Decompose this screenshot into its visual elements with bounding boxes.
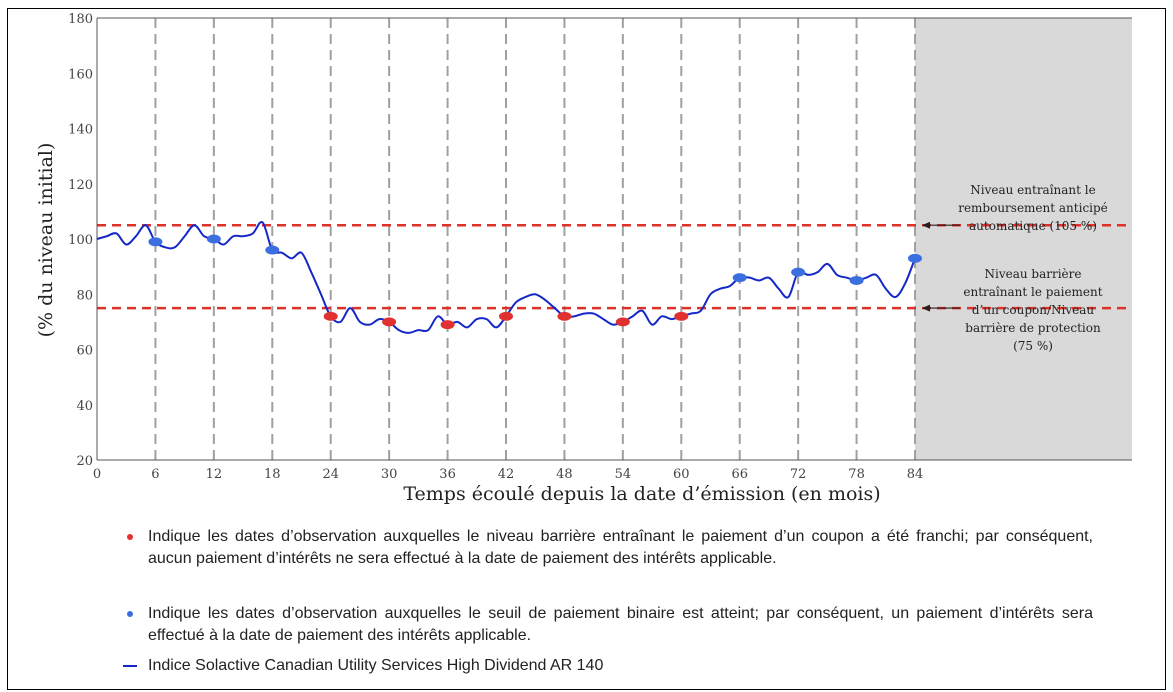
x-tick-label: 30 [381, 467, 398, 482]
blue-marker-month-66 [733, 273, 747, 282]
threshold-label-line: (75 %) [1013, 339, 1053, 353]
y-tick-label: 20 [76, 454, 93, 469]
x-tick-label: 48 [556, 467, 573, 482]
x-tick-label: 84 [907, 467, 924, 482]
threshold-label-line: barrière de protection [965, 321, 1101, 335]
line-swatch-icon [123, 665, 137, 667]
x-axis-label: Temps écoulé depuis la date d’émission (… [403, 483, 880, 505]
red-marker-month-54 [616, 317, 630, 326]
blue-dot-icon [127, 611, 133, 617]
red-marker-month-60 [674, 312, 688, 321]
legend-red-text: Indique les dates d’observation auxquell… [148, 526, 1093, 570]
x-tick-label: 6 [151, 467, 159, 482]
threshold-label-line: remboursement anticipé [958, 201, 1108, 215]
blue-marker-month-12 [207, 235, 221, 244]
legend-blue-text: Indique les dates d’observation auxquell… [148, 603, 1093, 647]
y-tick-label: 180 [68, 12, 93, 27]
blue-marker-month-84 [908, 254, 922, 263]
y-tick-label: 60 [76, 344, 93, 359]
red-marker-month-36 [441, 320, 455, 329]
y-tick-label: 160 [68, 67, 93, 82]
y-tick-label: 40 [76, 399, 93, 414]
blue-marker-month-72 [791, 268, 805, 277]
x-tick-label: 12 [206, 467, 223, 482]
threshold-label-line: Niveau barrière [984, 267, 1081, 281]
red-marker-month-48 [557, 312, 571, 321]
y-tick-label: 120 [68, 178, 93, 193]
x-tick-label: 78 [848, 467, 865, 482]
threshold-label-line: automatique (105 %) [969, 219, 1097, 233]
blue-marker-month-78 [850, 276, 864, 285]
legend-line-text: Indice Solactive Canadian Utility Servic… [148, 655, 1093, 677]
y-tick-label: 100 [68, 233, 93, 248]
red-marker-month-42 [499, 312, 513, 321]
x-tick-label: 66 [731, 467, 748, 482]
y-axis-label: (% du niveau initial) [35, 143, 57, 338]
red-marker-month-24 [324, 312, 338, 321]
red-dot-icon [127, 534, 133, 540]
threshold-label-line: d’un coupon/Niveau [972, 303, 1094, 317]
x-tick-label: 36 [439, 467, 456, 482]
x-tick-label: 60 [673, 467, 690, 482]
x-tick-label: 18 [264, 467, 281, 482]
y-tick-label: 140 [68, 123, 93, 138]
blue-marker-month-18 [265, 246, 279, 255]
y-tick-label: 80 [76, 288, 93, 303]
x-tick-label: 72 [790, 467, 807, 482]
x-tick-label: 42 [498, 467, 515, 482]
blue-marker-month-6 [148, 237, 162, 246]
threshold-label-line: Niveau entraînant le [970, 183, 1095, 197]
shaded-region [915, 18, 1132, 460]
red-marker-month-30 [382, 317, 396, 326]
x-tick-label: 54 [615, 467, 632, 482]
threshold-label-line: entraînant le paiement [963, 285, 1102, 299]
x-tick-label: 24 [322, 467, 339, 482]
x-tick-label: 0 [93, 467, 101, 482]
